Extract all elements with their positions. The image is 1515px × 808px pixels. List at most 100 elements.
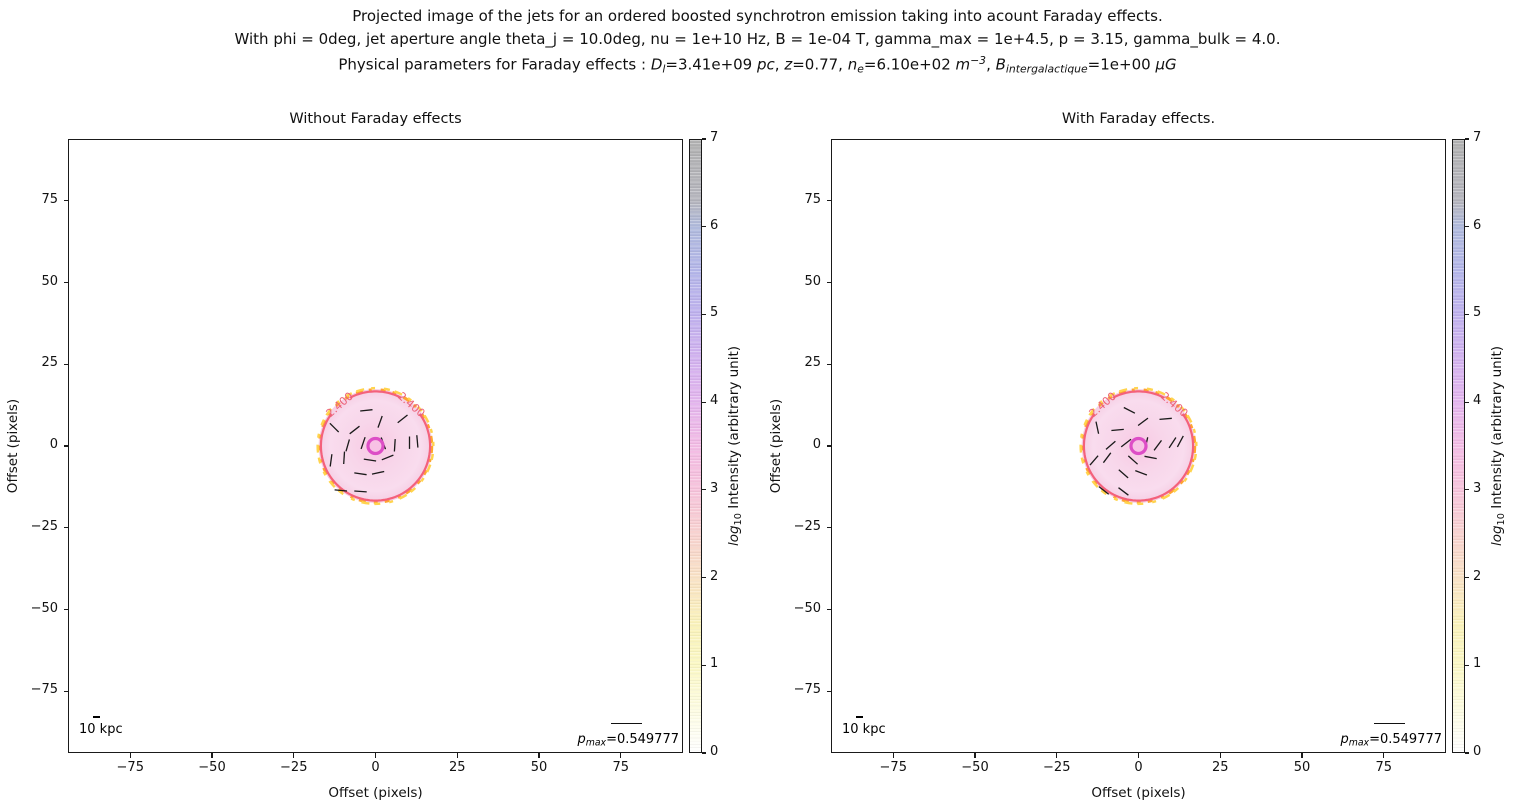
polarization-tick: [363, 458, 377, 462]
polarization-tick: [1118, 469, 1129, 479]
colorbar-tick-label: 0: [1473, 744, 1482, 759]
polarization-tick: [360, 409, 373, 412]
colorbar-tick-label: 2: [1473, 568, 1482, 584]
colorbar-tick-mark: [1465, 489, 1469, 491]
y-tick-label: −25: [30, 518, 58, 534]
y-axis-ticks: 75 50 25 0 −25 −50 −75: [31, 139, 683, 753]
polarization-tick: [1118, 487, 1129, 496]
polarization-tick: [1098, 486, 1110, 495]
polarization-tick: [1144, 455, 1157, 460]
colorbar-tick-label: 1: [710, 656, 719, 672]
polarization-tick: [393, 439, 396, 452]
polarization-tick: [334, 489, 348, 492]
colorbar-stripes: [1453, 140, 1464, 752]
colorbar-tick-label: 1: [1473, 656, 1482, 672]
colorbar-stripes: [690, 140, 701, 752]
colorbar-tick-mark: [702, 489, 706, 491]
polarization-tick: [1123, 406, 1136, 414]
x-tick-mark: [1383, 753, 1385, 758]
x-tick-mark: [374, 753, 377, 758]
polarization-tick: [329, 422, 340, 433]
outer-contour-orange: [317, 388, 434, 504]
x-tick-label: 0: [371, 760, 380, 775]
x-axis-label: Offset (pixels): [328, 785, 423, 801]
x-tick-mark: [892, 753, 894, 758]
colorbar-tick-label: 6: [710, 217, 719, 233]
suptitle-line2: With phi = 0deg, jet aperture angle thet…: [234, 29, 1281, 48]
x-tick-label: 25: [1211, 760, 1229, 775]
y-tick-mark: [826, 200, 831, 202]
scalebar-label: 10 kpc: [79, 722, 123, 737]
colorbar-ticks: 0 1 2 3 4 5 6 7: [1452, 130, 1481, 759]
colorbar-tick-label: 3: [1473, 480, 1482, 496]
pmax-annotation: pmax=0.549777: [577, 732, 679, 749]
x-tick-label: −50: [961, 760, 989, 775]
y-tick-mark: [63, 363, 68, 365]
center-marker: [366, 436, 385, 456]
x-tick-label: 0: [1134, 760, 1143, 775]
y-tick-mark: [826, 608, 831, 611]
colorbar-tick-mark: [1465, 752, 1469, 754]
polarization-tick: [1127, 455, 1139, 465]
y-tick-mark: [63, 200, 68, 202]
polarization-tick: [360, 436, 366, 450]
x-tick-label: −50: [198, 760, 226, 775]
scalebar: [93, 716, 100, 719]
y-tick-label: 75: [804, 191, 821, 207]
polarization-tick: [329, 454, 333, 467]
y-tick-label: −75: [30, 682, 58, 698]
y-tick-mark: [826, 690, 831, 692]
x-tick-label: −75: [116, 760, 144, 775]
colorbar-tick-label: 5: [710, 305, 719, 321]
y-tick-label: −50: [793, 600, 821, 616]
y-tick-mark: [826, 527, 831, 529]
y-tick-mark: [63, 608, 68, 611]
colorbar-label: log10 Intensity (arbitrary unit): [1489, 345, 1507, 547]
polarization-tick: [397, 414, 408, 424]
polarization-tick: [354, 472, 367, 476]
colorbar-tick-mark: [702, 313, 706, 316]
polarization-tick: [381, 454, 394, 461]
x-tick-mark: [1219, 753, 1221, 758]
colorbar-tick-mark: [702, 138, 706, 140]
x-tick-label: 25: [448, 760, 466, 775]
colorbar-right: 0 1 2 3 4 5 6 7 log10 Intensity (arbitrary unit…: [1452, 130, 1507, 759]
colorbar-tick-label: 2: [710, 568, 719, 584]
colorbar-gradient: [689, 139, 702, 753]
colorbar-tick-mark: [1465, 138, 1469, 140]
y-axis-ticks: 75 50 25 0 −25 −50 −75: [794, 139, 1446, 753]
colorbar-tick-mark: [702, 576, 706, 579]
contour-2400-arc: [319, 413, 432, 502]
polarization-tick: [1102, 452, 1112, 464]
y-tick-label: −75: [793, 682, 821, 698]
x-tick-mark: [211, 753, 213, 758]
colorbar-tick-label: 0: [710, 744, 719, 759]
outer-contour-yellow: [316, 386, 435, 506]
y-tick-mark: [63, 445, 68, 447]
x-tick-label: −25: [280, 760, 308, 775]
x-axis-label: Offset (pixels): [1091, 785, 1186, 801]
x-tick-mark: [1137, 753, 1140, 758]
suptitle-line1: Projected image of the jets for an order…: [352, 7, 1163, 25]
colorbar-tick-mark: [702, 401, 706, 403]
y-tick-mark: [826, 281, 831, 284]
y-tick-label: 0: [812, 437, 821, 452]
colorbar-label: log10 Intensity (arbitrary unit): [726, 345, 744, 547]
x-tick-label: 75: [612, 760, 630, 775]
y-tick-mark: [63, 527, 68, 529]
colorbar-left: 0 1 2 3 4 5 6 7 log10 Intensity (arbitrary unit…: [689, 130, 744, 759]
polarization-tick: [349, 425, 360, 435]
y-tick-label: 75: [41, 191, 58, 207]
scalebar: [856, 716, 863, 719]
polarization-tick: [1105, 440, 1116, 450]
y-tick-label: 50: [41, 273, 58, 289]
polarization-tick: [416, 435, 419, 448]
panel-with-faraday: With Faraday effects. 2.400 2.400 −75 −50−…: [768, 111, 1446, 801]
colorbar-tick-mark: [702, 664, 706, 666]
y-tick-mark: [63, 281, 68, 284]
polarization-tick: [1120, 438, 1132, 448]
colorbar-tick-mark: [1465, 576, 1469, 579]
polarization-tick: [1137, 417, 1149, 427]
y-tick-mark: [63, 690, 68, 692]
